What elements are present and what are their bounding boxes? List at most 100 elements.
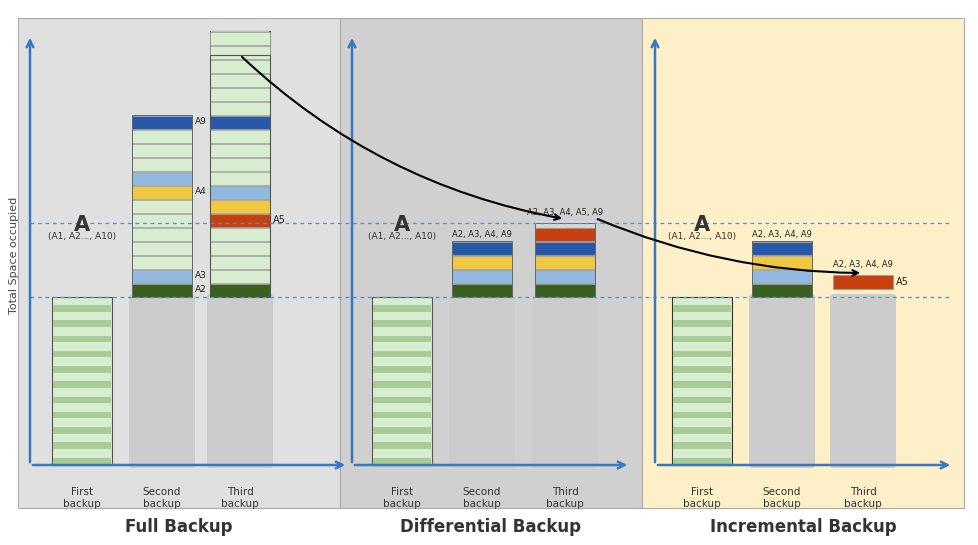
Text: First
backup: First backup	[63, 487, 101, 508]
Bar	[132, 158, 192, 171]
Text: A2, A3, A4, A5, A9: A2, A3, A4, A5, A9	[526, 209, 602, 217]
Bar	[672, 336, 731, 342]
Bar	[132, 270, 192, 283]
Bar	[132, 186, 192, 199]
Bar	[53, 366, 111, 373]
Bar	[52, 297, 111, 465]
Bar	[210, 55, 270, 297]
Bar	[452, 270, 511, 283]
Bar	[53, 305, 111, 312]
Bar	[373, 458, 430, 464]
Bar	[210, 60, 270, 73]
Text: Second
backup: Second backup	[762, 487, 800, 508]
Bar	[672, 443, 731, 449]
Bar	[672, 458, 731, 464]
Bar	[210, 186, 270, 199]
Bar	[210, 270, 270, 283]
Bar	[373, 366, 430, 373]
Bar	[373, 443, 430, 449]
Bar	[534, 242, 595, 255]
Bar	[132, 200, 192, 213]
Bar	[210, 228, 270, 241]
Bar	[373, 320, 430, 327]
Text: A2, A3, A4, A9: A2, A3, A4, A9	[452, 231, 511, 239]
Bar	[751, 284, 811, 297]
Bar	[751, 270, 811, 283]
Bar	[210, 116, 270, 129]
Bar	[373, 427, 430, 434]
FancyBboxPatch shape	[449, 294, 514, 468]
Bar	[210, 284, 270, 297]
Text: A5: A5	[273, 215, 286, 225]
Text: A2, A3, A4, A9: A2, A3, A4, A9	[832, 261, 892, 269]
Bar	[373, 305, 430, 312]
FancyBboxPatch shape	[531, 294, 598, 468]
Bar	[452, 256, 511, 269]
Text: Incremental Backup: Incremental Backup	[709, 518, 896, 536]
Bar	[373, 336, 430, 342]
Text: A2, A3, A4, A9: A2, A3, A4, A9	[751, 231, 811, 239]
Bar	[671, 297, 732, 465]
Text: A5: A5	[895, 277, 908, 287]
Text: A: A	[74, 215, 90, 235]
Bar	[210, 74, 270, 87]
Bar	[751, 256, 811, 269]
Bar	[751, 242, 811, 255]
Text: First
backup: First backup	[683, 487, 720, 508]
Bar	[132, 214, 192, 227]
Text: A: A	[393, 215, 410, 235]
Bar	[53, 443, 111, 449]
Bar	[210, 256, 270, 269]
Text: Total Space occupied: Total Space occupied	[9, 196, 19, 313]
Bar	[373, 412, 430, 419]
Bar	[452, 284, 511, 297]
Text: Third
backup: Third backup	[221, 487, 258, 508]
Bar	[672, 397, 731, 403]
Bar	[534, 270, 595, 283]
Bar	[672, 412, 731, 419]
Bar	[132, 228, 192, 241]
Bar	[373, 351, 430, 358]
Text: Differential Backup: Differential Backup	[400, 518, 581, 536]
Text: Third
backup: Third backup	[843, 487, 881, 508]
Bar	[132, 242, 192, 255]
Bar	[210, 144, 270, 157]
Text: Full Backup: Full Backup	[125, 518, 233, 536]
Bar	[53, 427, 111, 434]
Bar	[211, 51, 269, 52]
Text: A3: A3	[195, 271, 206, 281]
Text: A: A	[693, 215, 709, 235]
Bar	[672, 320, 731, 327]
FancyBboxPatch shape	[206, 294, 273, 468]
Bar	[132, 144, 192, 157]
Bar	[53, 351, 111, 358]
Bar	[372, 297, 431, 465]
Bar	[452, 241, 511, 297]
Bar	[642, 18, 963, 508]
Bar	[672, 382, 731, 388]
Bar	[210, 242, 270, 255]
Bar	[211, 31, 269, 33]
Text: A2: A2	[195, 286, 206, 294]
Text: (A1, A2..., A10): (A1, A2..., A10)	[368, 233, 435, 241]
Bar	[53, 412, 111, 419]
Bar	[210, 102, 270, 115]
Bar	[210, 130, 270, 143]
Bar	[534, 223, 595, 297]
Bar	[53, 458, 111, 464]
Bar	[210, 31, 270, 55]
Bar	[53, 382, 111, 388]
Bar	[210, 172, 270, 185]
Bar	[211, 46, 269, 47]
Bar	[534, 221, 595, 227]
Text: (A1, A2..., A10): (A1, A2..., A10)	[667, 233, 735, 241]
Bar	[210, 32, 270, 45]
Bar	[132, 130, 192, 143]
Bar	[210, 46, 270, 59]
Bar	[832, 275, 892, 289]
Text: First
backup: First backup	[382, 487, 421, 508]
Text: Third
backup: Third backup	[546, 487, 583, 508]
Bar	[53, 336, 111, 342]
Bar	[373, 397, 430, 403]
Bar	[339, 18, 642, 508]
